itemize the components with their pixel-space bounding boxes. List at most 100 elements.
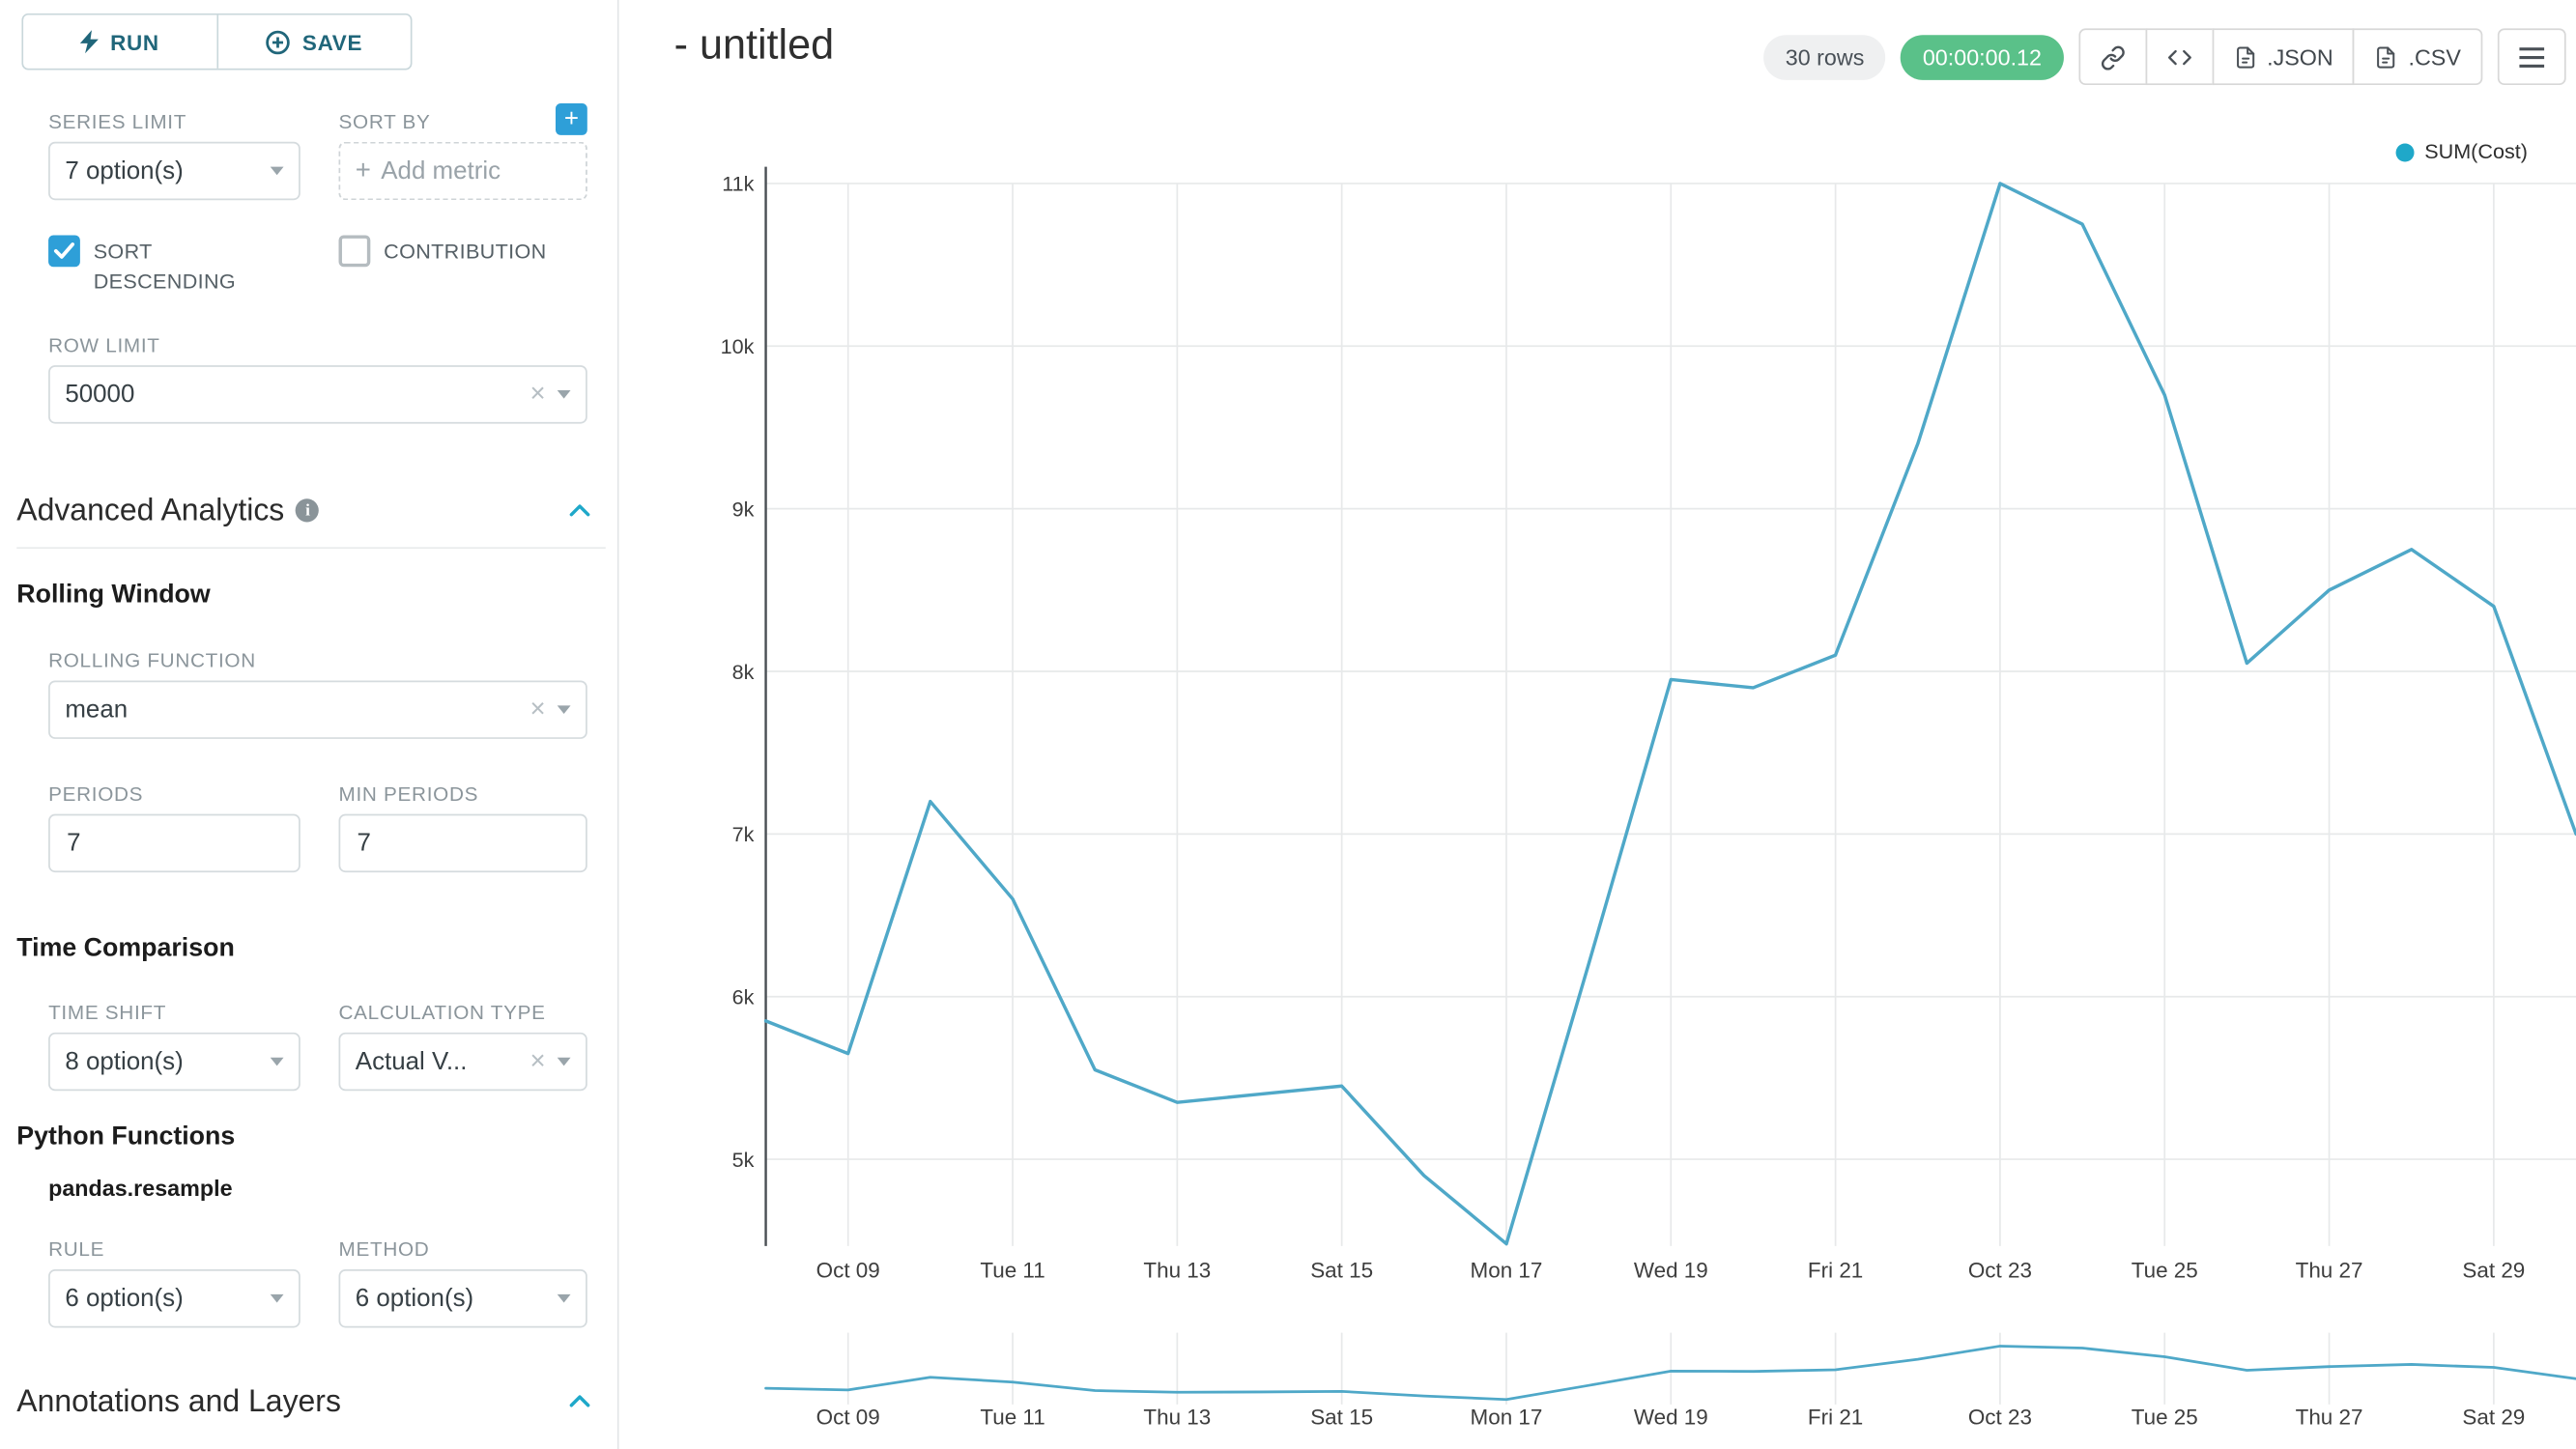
caret-down-icon	[270, 1293, 284, 1303]
rolling-function-select[interactable]: mean ×	[48, 680, 587, 739]
advanced-analytics-title: Advanced Analytics	[16, 492, 285, 527]
contribution-label: CONTRIBUTION	[384, 240, 547, 264]
svg-text:Sat 15: Sat 15	[1310, 1259, 1373, 1283]
query-timer-badge: 00:00:00.12	[1901, 34, 2064, 80]
export-json-label: .JSON	[2267, 43, 2333, 70]
series-limit-value: 7 option(s)	[65, 156, 184, 185]
svg-text:Mon 17: Mon 17	[1471, 1259, 1543, 1283]
svg-text:Fri 21: Fri 21	[1808, 1406, 1863, 1430]
row-limit-label: ROW LIMIT	[48, 333, 160, 357]
export-button-group: .JSON .CSV	[2077, 28, 2483, 86]
rolling-function-label: ROLLING FUNCTION	[48, 648, 256, 672]
chart-title[interactable]: - untitled	[673, 21, 835, 69]
lightning-icon	[79, 30, 99, 54]
plus-icon: +	[355, 156, 371, 185]
periods-input[interactable]	[48, 813, 301, 873]
code-icon	[2167, 49, 2191, 65]
checkmark-icon	[53, 242, 75, 259]
rolling-window-title: Rolling Window	[16, 580, 211, 610]
caret-down-icon	[557, 1057, 571, 1066]
svg-text:Thu 27: Thu 27	[2296, 1406, 2363, 1430]
row-count-badge: 30 rows	[1763, 34, 1886, 80]
svg-text:6k: 6k	[732, 984, 755, 1009]
chart-header-actions: 30 rows 00:00:00.12 .JSON .CSV	[1763, 28, 2566, 86]
caret-down-icon	[270, 166, 284, 176]
collapse-chevron-icon[interactable]	[569, 503, 590, 517]
min-periods-input[interactable]	[338, 813, 587, 873]
calculation-type-select[interactable]: Actual V... ×	[338, 1032, 587, 1092]
control-panel: RUN SAVE SERIES LIMIT 7 option(s) SORT B…	[0, 0, 619, 1449]
time-shift-label: TIME SHIFT	[48, 1001, 167, 1025]
clear-icon[interactable]: ×	[530, 1046, 546, 1075]
svg-text:10k: 10k	[721, 334, 755, 358]
svg-text:9k: 9k	[732, 497, 755, 521]
collapse-chevron-icon[interactable]	[569, 1395, 590, 1408]
chart-menu-button[interactable]	[2497, 28, 2566, 86]
view-query-button[interactable]	[2145, 28, 2214, 86]
svg-text:Wed 19: Wed 19	[1634, 1406, 1708, 1430]
time-shift-select[interactable]: 8 option(s)	[48, 1032, 301, 1092]
series-limit-select[interactable]: 7 option(s)	[48, 141, 301, 201]
section-divider	[16, 547, 606, 550]
svg-text:Thu 27: Thu 27	[2296, 1259, 2363, 1283]
save-label: SAVE	[301, 29, 363, 55]
svg-text:Sat 15: Sat 15	[1310, 1406, 1373, 1430]
time-comparison-title: Time Comparison	[16, 933, 235, 963]
svg-text:Oct 09: Oct 09	[816, 1406, 880, 1430]
run-save-button-group: RUN SAVE	[21, 13, 413, 71]
method-value: 6 option(s)	[355, 1284, 474, 1313]
sort-descending-label: SORT DESCENDING	[93, 240, 237, 294]
hamburger-menu-icon	[2519, 46, 2545, 68]
svg-text:Tue 25: Tue 25	[2132, 1406, 2198, 1430]
share-link-button[interactable]	[2077, 28, 2147, 86]
method-select[interactable]: 6 option(s)	[338, 1269, 587, 1328]
svg-text:Thu 13: Thu 13	[1143, 1406, 1211, 1430]
rule-value: 6 option(s)	[65, 1284, 184, 1313]
sort-by-label: SORT BY	[338, 109, 431, 134]
add-metric-placeholder: Add metric	[381, 156, 501, 185]
svg-text:5k: 5k	[732, 1148, 755, 1172]
svg-text:Tue 25: Tue 25	[2132, 1259, 2198, 1283]
row-limit-value: 50000	[65, 380, 135, 410]
save-button[interactable]: SAVE	[217, 14, 411, 69]
export-csv-button[interactable]: .CSV	[2353, 28, 2483, 86]
sort-descending-checkbox[interactable]	[48, 235, 80, 268]
export-json-button[interactable]: .JSON	[2212, 28, 2356, 86]
run-label: RUN	[110, 29, 159, 55]
rule-label: RULE	[48, 1237, 105, 1262]
contribution-checkbox[interactable]	[338, 235, 371, 268]
add-sort-by-button[interactable]: +	[555, 103, 587, 135]
python-functions-title: Python Functions	[16, 1122, 236, 1151]
svg-text:Oct 23: Oct 23	[1968, 1259, 2032, 1283]
chart-panel: - untitled 30 rows 00:00:00.12 .JSON .CS…	[618, 0, 2576, 1449]
rule-select[interactable]: 6 option(s)	[48, 1269, 301, 1328]
svg-text:Fri 21: Fri 21	[1808, 1259, 1863, 1283]
clear-icon[interactable]: ×	[530, 695, 546, 724]
legend-series-dot	[2395, 142, 2415, 161]
plus-circle-icon	[266, 29, 291, 54]
link-icon	[2101, 44, 2125, 70]
legend-item[interactable]: SUM(Cost)	[2395, 140, 2528, 164]
svg-text:Wed 19: Wed 19	[1634, 1259, 1708, 1283]
timeseries-line-chart: 5k 6k 7k 8k 9k 10k 11k Oct 09 Oct 09 Tue 11 Tue 11…	[721, 166, 2576, 1430]
button-divider	[215, 14, 218, 69]
svg-text:8k: 8k	[732, 660, 755, 684]
method-label: METHOD	[338, 1237, 430, 1262]
rolling-function-value: mean	[65, 696, 129, 724]
legend-series-label: SUM(Cost)	[2424, 140, 2528, 164]
svg-text:Mon 17: Mon 17	[1471, 1406, 1543, 1430]
svg-text:Oct 23: Oct 23	[1968, 1406, 2032, 1430]
run-button[interactable]: RUN	[23, 14, 216, 69]
time-shift-value: 8 option(s)	[65, 1047, 184, 1076]
caret-down-icon	[557, 705, 571, 715]
row-limit-select[interactable]: 50000 ×	[48, 365, 587, 424]
sort-by-add-metric[interactable]: + Add metric	[338, 141, 587, 201]
svg-text:11k: 11k	[722, 172, 754, 196]
annotations-layers-title: Annotations and Layers	[16, 1382, 341, 1418]
svg-text:7k: 7k	[732, 822, 755, 846]
svg-text:Sat 29: Sat 29	[2462, 1259, 2525, 1283]
clear-icon[interactable]: ×	[530, 379, 546, 409]
periods-label: PERIODS	[48, 781, 144, 806]
info-icon[interactable]: i	[296, 498, 320, 523]
export-csv-label: .CSV	[2408, 43, 2461, 70]
